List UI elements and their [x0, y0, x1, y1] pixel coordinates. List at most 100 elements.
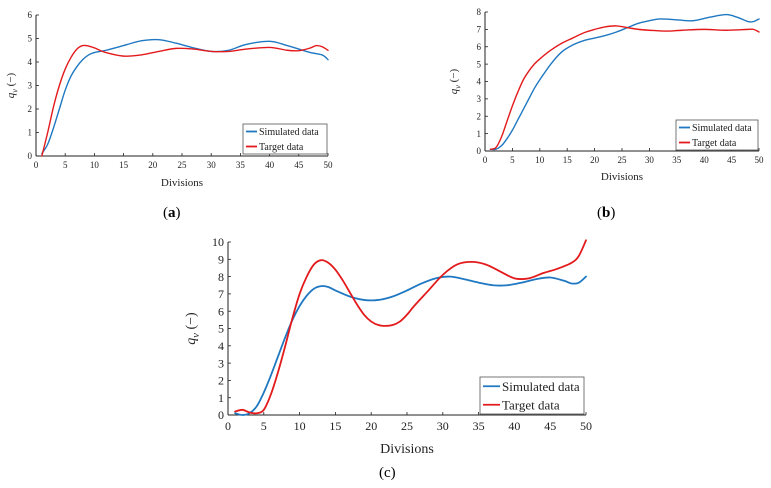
chart-b-y-axis-label: qv (−) [448, 68, 462, 94]
chart-b-x-tick-label: 50 [755, 155, 765, 165]
chart-a-x-tick-label: 15 [119, 160, 129, 170]
chart-a-legend-label-simulated: Simulated data [259, 127, 319, 138]
chart-a-x-tick-label: 40 [265, 160, 275, 170]
chart-c-y-label-q: q [184, 338, 199, 345]
caption-a: (a) [163, 205, 181, 222]
chart-c-y-label-subscript: v [191, 333, 202, 338]
caption-c: (c) [379, 465, 396, 482]
chart-b-y-tick-label: 0 [477, 146, 482, 156]
caption-b-close: ) [610, 205, 616, 221]
chart-b-y-label-q: q [448, 88, 460, 94]
chart-b-x-tick-label: 40 [700, 155, 710, 165]
chart-b-legend-box [675, 119, 759, 151]
chart-c-y-tick-label: 10 [212, 235, 224, 249]
chart-b-x-tick-label: 10 [535, 155, 545, 165]
chart-a-x-tick-label: 30 [207, 160, 217, 170]
chart-b-y-tick-label: 1 [477, 129, 482, 139]
chart-a-y-tick-label: 2 [28, 104, 33, 114]
chart-c-x-tick-label: 30 [437, 419, 449, 433]
caption-b-letter: b [602, 205, 611, 221]
chart-c-y-tick-label: 8 [218, 270, 224, 284]
chart-b-legend-label-simulated: Simulated data [692, 123, 752, 134]
chart-c-x-tick-label: 0 [225, 419, 231, 433]
chart-a-x-tick-label: 25 [178, 160, 188, 170]
chart-c-series-simulated-line [234, 275, 587, 416]
chart-b-y-label-subscript: v [453, 85, 462, 89]
chart-b-x-tick-label: 15 [563, 155, 573, 165]
chart-a-y-tick-label: 1 [28, 128, 33, 138]
chart-c-y-label-unit: (−) [184, 312, 199, 333]
chart-b-y-tick-label: 6 [477, 42, 482, 52]
chart-c-x-tick-label: 10 [294, 419, 306, 433]
chart-a-x-tick-label: 45 [294, 160, 304, 170]
chart-a-x-tick-label: 35 [236, 160, 246, 170]
caption-c-open: ( [379, 465, 384, 481]
chart-a-y-label-unit: (−) [5, 72, 17, 89]
chart-b-y-label-unit: (−) [448, 68, 460, 85]
chart-a-series-target-line [41, 44, 329, 157]
chart-b-y-tick-label: 2 [477, 111, 482, 121]
chart-c-legend-label-target: Target data [502, 397, 560, 412]
chart-a-y-axis-label: qv (−) [5, 72, 19, 98]
chart-a-legend-label-target: Target data [259, 142, 304, 153]
chart-b-y-tick-label: 5 [477, 59, 482, 69]
chart-b: 0 5 10 15 20 25 30 35 40 45 50012345678Divisionsqv… [448, 7, 764, 183]
chart-c-y-axis-label: qv (−) [184, 312, 202, 345]
chart-a-x-tick-label: 10 [90, 160, 100, 170]
chart-c-legend-label-simulated: Simulated data [502, 379, 580, 394]
caption-a-letter: a [168, 205, 176, 221]
chart-a-y-label-q: q [5, 92, 17, 98]
chart-a-y-tick-label: 5 [28, 34, 33, 44]
caption-c-close: ) [390, 465, 396, 481]
chart-b-legend-label-target: Target data [692, 138, 737, 149]
chart-a-x-axis-label: Divisions [161, 177, 203, 189]
chart-b-x-tick-label: 5 [510, 155, 515, 165]
chart-a-x-tick-label: 50 [324, 160, 334, 170]
chart-c-y-tick-label: 0 [218, 408, 224, 422]
chart-a-legend-box [242, 123, 328, 155]
chart-c-x-tick-label: 15 [329, 419, 341, 433]
chart-a-x-tick-label: 20 [148, 160, 158, 170]
chart-a-y-tick-label: 4 [28, 57, 33, 67]
chart-c-x-tick-label: 40 [508, 419, 520, 433]
chart-c-y-tick-label: 3 [218, 356, 224, 370]
chart-a-y-tick-label: 0 [28, 151, 33, 161]
chart-a-series-simulated-line [41, 38, 329, 155]
chart-c-y-tick-label: 5 [218, 322, 224, 336]
chart-c-x-tick-label: 50 [580, 419, 592, 433]
chart-c-y-tick-label: 9 [218, 253, 224, 267]
chart-b-y-tick-label: 8 [477, 7, 482, 17]
chart-a-y-tick-label: 6 [28, 10, 33, 20]
chart-b-y-tick-label: 3 [477, 94, 482, 104]
chart-b-y-tick-label: 4 [477, 77, 482, 87]
chart-b-x-tick-label: 20 [590, 155, 600, 165]
chart-b-x-tick-label: 30 [645, 155, 655, 165]
chart-c-legend: Simulated data Target data [479, 376, 585, 415]
chart-b-x-tick-label: 35 [672, 155, 682, 165]
chart-a-legend: Simulated data Target data [242, 123, 328, 155]
chart-a-y-tick-label: 3 [28, 81, 33, 91]
caption-a-close: ) [175, 205, 181, 221]
chart-c-series-target-line [234, 239, 587, 415]
chart-c-y-tick-label: 4 [218, 339, 224, 353]
chart-c-x-tick-label: 20 [365, 419, 377, 433]
caption-a-open: ( [163, 205, 168, 221]
chart-c-x-tick-label: 35 [473, 419, 485, 433]
chart-a-x-tick-label: 0 [34, 160, 39, 170]
chart-c-y-tick-label: 6 [218, 304, 224, 318]
chart-b-series-simulated-line [489, 13, 760, 151]
chart-c-y-tick-label: 2 [218, 374, 224, 388]
chart-a-x-tick-label: 5 [63, 160, 68, 170]
caption-c-letter: c [384, 465, 391, 481]
chart-c: 0 5 10 15 20 25 30 35 40 45 50012345678910Division… [184, 235, 592, 457]
chart-b-series-target-line [489, 25, 760, 150]
chart-b-y-tick-label: 7 [477, 25, 482, 35]
chart-c-x-axis-label: Divisions [380, 442, 434, 457]
chart-b-x-tick-label: 25 [618, 155, 628, 165]
chart-c-x-tick-label: 25 [401, 419, 413, 433]
chart-b-x-tick-label: 45 [727, 155, 737, 165]
chart-b-x-tick-label: 0 [483, 155, 488, 165]
caption-b-open: ( [597, 205, 602, 221]
chart-c-y-tick-label: 7 [218, 287, 224, 301]
